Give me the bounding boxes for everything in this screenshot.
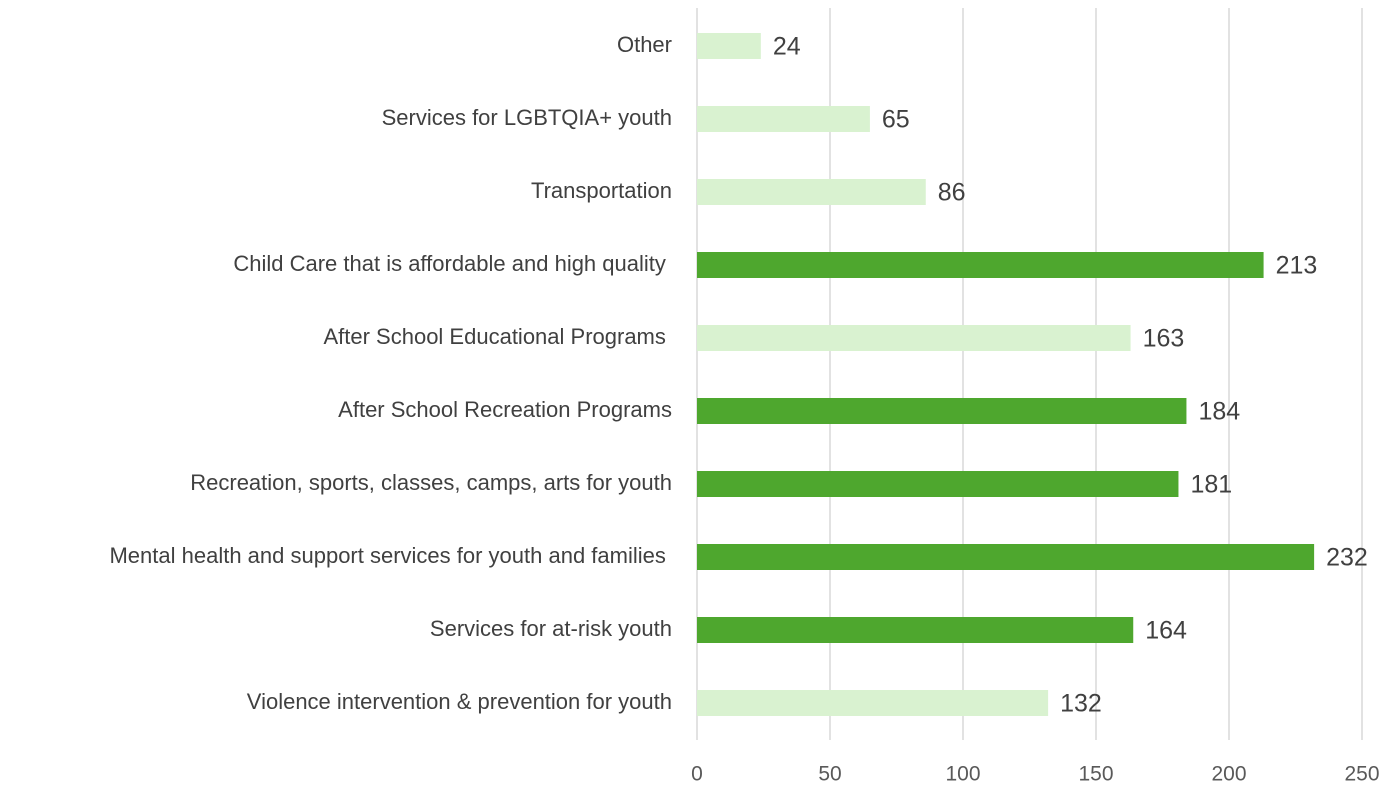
bar (697, 471, 1179, 497)
y-tick-label: Services for at-risk youth (430, 616, 672, 641)
data-label: 213 (1276, 252, 1318, 280)
bar (697, 106, 870, 132)
y-tick-label: Violence intervention & prevention for y… (247, 689, 672, 714)
y-tick-label: Recreation, sports, classes, camps, arts… (190, 470, 672, 495)
y-tick-label: Services for LGBTQIA+ youth (382, 105, 672, 130)
y-tick-label: After School Recreation Programs (338, 397, 672, 422)
x-tick-label: 250 (1344, 763, 1379, 785)
data-label: 86 (938, 179, 966, 207)
x-tick-label: 200 (1211, 763, 1246, 785)
x-tick-label: 50 (818, 763, 841, 785)
data-label: 24 (773, 33, 801, 61)
bar (697, 398, 1187, 424)
bar (697, 544, 1315, 570)
y-tick-label: After School Educational Programs (323, 324, 672, 349)
bar (697, 33, 761, 59)
data-label: 184 (1198, 398, 1240, 426)
data-label: 65 (882, 106, 910, 134)
x-tick-label: 100 (945, 763, 980, 785)
bar (697, 325, 1131, 351)
y-tick-label: Child Care that is affordable and high q… (233, 251, 672, 276)
y-tick-label: Other (617, 32, 672, 57)
data-label: 232 (1326, 544, 1368, 572)
bar (697, 252, 1264, 278)
bar (697, 690, 1049, 716)
data-label: 132 (1060, 690, 1102, 718)
data-label: 163 (1143, 325, 1185, 353)
x-tick-label: 150 (1078, 763, 1113, 785)
x-tick-label: 0 (691, 763, 703, 785)
y-tick-label: Transportation (531, 178, 672, 203)
bar (697, 179, 926, 205)
y-tick-label: Mental health and support services for y… (109, 543, 672, 568)
data-label: 164 (1145, 617, 1187, 645)
data-label: 181 (1190, 471, 1232, 499)
bar (697, 617, 1134, 643)
